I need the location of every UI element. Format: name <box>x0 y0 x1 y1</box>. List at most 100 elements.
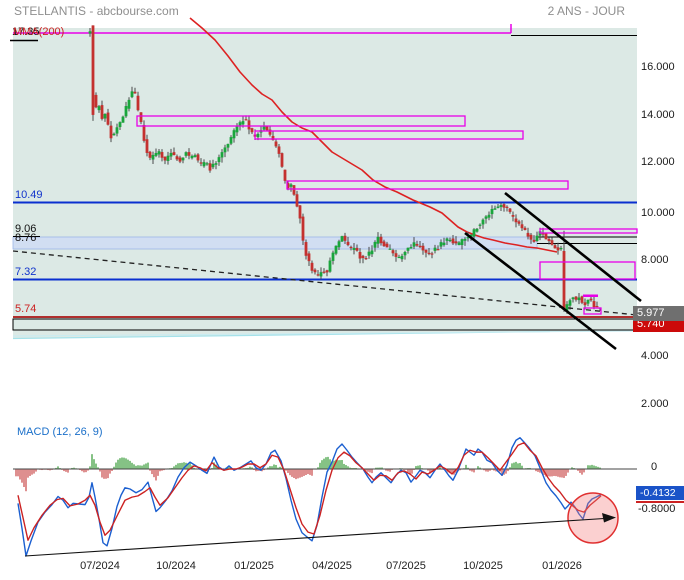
macd-histogram-bar <box>123 457 125 469</box>
candle-body <box>391 250 395 254</box>
macd-histogram-bar <box>145 463 147 469</box>
candle-body <box>394 253 398 257</box>
candle-body <box>343 235 347 241</box>
candle-body <box>574 296 578 300</box>
candle-body <box>136 95 140 111</box>
candle-body <box>436 249 440 251</box>
macd-histogram-bar <box>111 469 113 471</box>
macd-histogram-bar <box>85 469 87 473</box>
macd-histogram-bar <box>183 462 185 469</box>
macd-histogram-bar <box>79 469 81 471</box>
candle-body <box>382 241 386 247</box>
macd-histogram-bar <box>485 469 487 472</box>
macd-histogram-bar <box>227 466 229 469</box>
level-label-7-32: 7.32 <box>15 266 37 278</box>
macd-histogram-bar <box>577 469 579 471</box>
candle-body <box>280 153 284 167</box>
macd-histogram-bar <box>213 462 215 469</box>
candle-body <box>481 219 485 225</box>
candle-body <box>208 163 212 171</box>
candle-body <box>349 246 353 249</box>
macd-signal-line <box>17 442 602 541</box>
macd-histogram-bar <box>339 460 341 469</box>
macd-histogram-bar <box>133 464 135 469</box>
candle-body <box>151 154 155 160</box>
candle-body <box>160 152 164 158</box>
macd-histogram-bar <box>415 466 417 469</box>
candle-body <box>97 106 101 111</box>
candle-body <box>439 242 443 247</box>
candle-body <box>397 256 401 259</box>
macd-histogram-bar <box>141 465 143 469</box>
macd-histogram-bar <box>309 469 311 475</box>
candle-body <box>502 204 506 208</box>
macd-histogram-bar <box>321 460 323 469</box>
macd-histogram-bar <box>73 467 75 469</box>
macd-histogram-bar <box>375 467 377 469</box>
macd-histogram-bar <box>567 469 569 473</box>
macd-histogram-bar <box>539 469 541 473</box>
candle-body <box>385 243 389 248</box>
gap-box-6 <box>583 307 602 315</box>
candle-body <box>376 236 380 244</box>
candle-body <box>172 152 176 156</box>
macd-histogram-bar <box>347 466 349 469</box>
macd-histogram-bar <box>467 467 469 469</box>
macd-histogram-bar <box>29 469 31 477</box>
macd-histogram-bar <box>331 461 333 469</box>
macd-histogram-bar <box>55 467 57 469</box>
candle-body <box>478 224 482 226</box>
macd-histogram-bar <box>137 465 139 469</box>
x-tick-01-2025: 01/2025 <box>234 560 274 572</box>
price-tick-12000: 12.000 <box>641 156 675 168</box>
candle-body <box>412 242 416 247</box>
candle-body <box>304 242 308 256</box>
candle-body <box>163 156 167 161</box>
macd-value-badge: -0.4132 <box>636 486 684 500</box>
macd-histogram-bar <box>449 469 451 474</box>
macd-histogram-bar <box>319 462 321 469</box>
macd-histogram-bar <box>551 469 553 477</box>
macd-histogram-bar <box>591 464 593 469</box>
macd-histogram-bar <box>579 469 581 473</box>
macd-histogram-bar <box>15 469 17 477</box>
candle-body <box>442 242 446 246</box>
price-tick-14000: 14.000 <box>641 109 675 121</box>
macd-histogram-bar <box>509 467 511 469</box>
channel-lower-line <box>464 231 617 351</box>
macd-histogram-bar <box>369 469 371 473</box>
macd-histogram-bar <box>417 465 419 469</box>
candle-body <box>361 255 365 259</box>
candle-body <box>400 255 404 260</box>
macd-histogram-bar <box>411 469 413 474</box>
macd-histogram-bar <box>105 469 107 479</box>
macd-histogram-bar <box>65 469 67 472</box>
macd-histogram-bar <box>295 469 297 480</box>
candle-body <box>358 251 362 259</box>
x-tick-04-2025: 04/2025 <box>312 560 352 572</box>
macd-histogram-bar <box>101 469 103 478</box>
candle-body <box>178 157 182 162</box>
macd-histogram-bar <box>249 466 251 469</box>
candle-body <box>211 163 215 168</box>
candle-body <box>331 252 335 261</box>
macd-histogram-bar <box>293 469 295 478</box>
candle-body <box>346 241 350 246</box>
macd-histogram-bar <box>257 469 259 472</box>
macd-histogram-bar <box>33 469 35 474</box>
gap-box-1 <box>136 115 466 127</box>
macd-signal-marker <box>636 500 684 503</box>
macd-histogram-bar <box>583 469 585 473</box>
candle-body <box>577 297 581 301</box>
macd-histogram-bar <box>377 467 379 469</box>
macd-histogram-bar <box>63 469 65 472</box>
candle-body <box>268 129 272 135</box>
candle-body <box>169 152 173 157</box>
page-title: STELLANTIS - abcbourse.com <box>14 4 179 18</box>
macd-histogram-bar <box>527 467 529 469</box>
trendline-arrowhead <box>602 513 616 523</box>
macd-histogram-bar <box>27 469 29 478</box>
candle-body <box>535 235 539 242</box>
macd-histogram-bar <box>103 469 105 479</box>
macd-histogram-bar <box>285 469 287 471</box>
